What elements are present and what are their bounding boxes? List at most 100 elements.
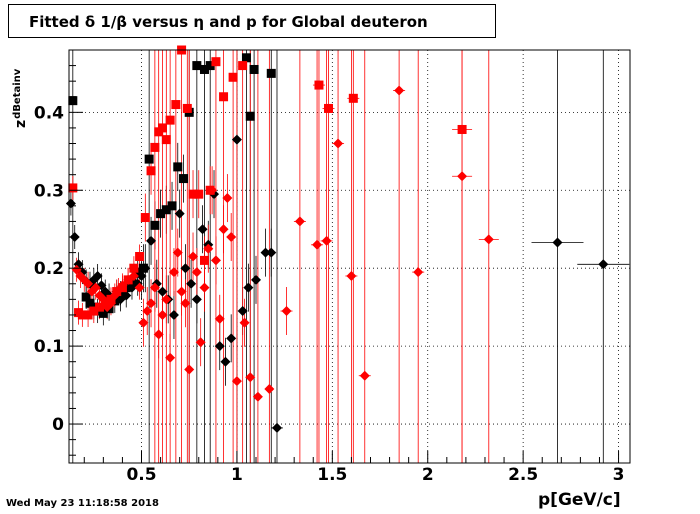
data-point-diamond (199, 282, 210, 293)
data-point-square (167, 201, 177, 211)
data-point-square (324, 103, 334, 113)
data-point-diamond (294, 216, 305, 227)
data-point-diamond (149, 282, 160, 293)
axis-ticks (69, 65, 620, 463)
x-tick-label: 1 (231, 465, 243, 485)
title-box: Fitted δ 1/β versus η and p for Global d… (8, 4, 496, 38)
data-point-diamond (207, 185, 218, 196)
data-point-diamond (222, 193, 233, 204)
data-point-square (228, 72, 238, 82)
data-point-diamond (281, 306, 292, 317)
data-point-square (205, 61, 215, 71)
y-tick-label: 0.2 (34, 259, 64, 279)
data-point-diamond (117, 280, 128, 291)
data-point-diamond (252, 391, 263, 402)
data-point-diamond (180, 298, 191, 309)
data-point-diamond (146, 235, 157, 246)
data-point-diamond (321, 235, 332, 246)
data-point-square (68, 183, 78, 193)
data-point-diamond (413, 267, 424, 278)
data-point-diamond (220, 356, 231, 367)
data-point-square (348, 93, 358, 103)
data-point-diamond (226, 232, 237, 243)
data-point-diamond (105, 298, 116, 309)
data-point-square (171, 100, 181, 110)
data-point-square (98, 308, 108, 318)
data-point-diamond (176, 286, 187, 297)
data-point-diamond (394, 85, 405, 96)
data-point-diamond (210, 255, 221, 266)
data-point-diamond (83, 278, 94, 289)
data-point-diamond (186, 278, 197, 289)
data-point-diamond (140, 263, 151, 274)
data-point-square (146, 166, 156, 176)
data-point-diamond (98, 294, 109, 305)
data-point-square (135, 252, 145, 261)
x-tick-label: 2.5 (508, 465, 538, 485)
data-point-diamond (138, 317, 149, 328)
y-tick-label: 0 (52, 415, 64, 435)
grid-lines (69, 50, 630, 463)
x-tick-label: 1.5 (317, 465, 347, 485)
data-point-diamond (312, 239, 323, 250)
data-point-square (81, 292, 91, 302)
data-point-diamond (333, 138, 344, 149)
data-point-diamond (218, 224, 229, 235)
data-point-square (211, 57, 221, 67)
data-point-diamond (134, 282, 145, 293)
data-point-diamond (231, 376, 242, 387)
data-markers (65, 45, 609, 433)
data-point-diamond (552, 237, 563, 248)
data-point-diamond (203, 243, 214, 254)
data-point-diamond (157, 309, 168, 320)
data-point-diamond (184, 364, 195, 375)
data-point-square (241, 53, 251, 63)
data-point-square (457, 124, 467, 134)
tick-labels: 0.5 1 1.5 2 2.5 3 0 0.1 0.2 0.3 0.4 (34, 103, 625, 485)
data-point-diamond (174, 208, 185, 219)
data-point-diamond (128, 270, 139, 281)
data-point-diamond (191, 294, 202, 305)
data-point-square (156, 209, 166, 219)
data-point-diamond (71, 264, 82, 275)
x-tick-label: 0.5 (126, 465, 156, 485)
data-point-diamond (161, 294, 172, 305)
data-point-diamond (153, 329, 164, 340)
data-point-diamond (239, 317, 250, 328)
data-point-square (100, 298, 110, 308)
data-point-square (161, 135, 171, 145)
y-tick-label: 0.1 (34, 337, 64, 357)
data-point-square (161, 205, 171, 215)
x-tick-label: 2 (422, 465, 434, 485)
data-point-square (95, 302, 105, 312)
data-point-square (182, 103, 192, 113)
data-point-diamond (598, 259, 609, 270)
data-point-square (129, 263, 139, 273)
plot-frame (68, 49, 631, 464)
data-point-square (158, 123, 167, 133)
data-point-square (199, 255, 209, 265)
data-point-diamond (359, 370, 370, 381)
data-point-diamond (226, 333, 237, 344)
data-point-diamond (483, 234, 494, 245)
data-point-square (165, 115, 175, 125)
data-point-diamond (260, 247, 271, 258)
data-point-diamond (180, 263, 191, 274)
data-point-square (188, 189, 198, 199)
data-point-square (89, 306, 99, 316)
y-tick-label: 0.3 (34, 181, 64, 201)
data-point-diamond (231, 134, 242, 145)
data-point-diamond (214, 341, 225, 352)
data-point-diamond (168, 309, 179, 320)
data-point-square (150, 220, 160, 230)
data-point-diamond (136, 270, 147, 281)
data-point-square (219, 92, 229, 102)
data-point-diamond (346, 270, 357, 281)
timestamp: Wed May 23 11:18:58 2018 (6, 498, 159, 509)
data-point-square (77, 310, 87, 320)
data-point-square (249, 64, 259, 74)
data-point-diamond (243, 282, 254, 293)
data-point-diamond (121, 290, 132, 301)
data-point-diamond (90, 282, 101, 293)
